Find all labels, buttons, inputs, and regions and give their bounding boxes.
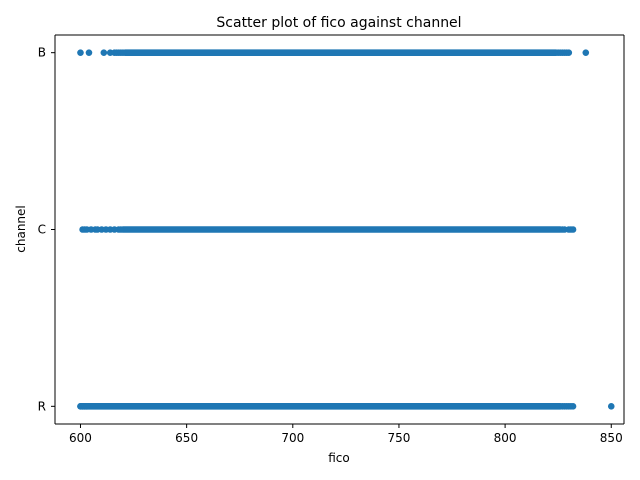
dense-points-band [77,403,564,410]
x-tick-label: 650 [175,431,198,445]
data-point [582,49,590,56]
data-point [565,49,573,56]
data-point [77,49,84,56]
y-tick-label: C [38,223,46,237]
x-axis-label: fico [328,451,350,465]
series-B [77,49,590,56]
data-point [607,403,615,410]
axes-layer [54,34,625,425]
x-tick-label: 750 [387,431,410,445]
series-C [79,226,577,233]
y-axis-label: channel [14,205,28,252]
data-point [119,49,127,56]
data-point [100,49,108,56]
data-point [85,49,93,56]
y-ticks: R C B [38,46,55,413]
data-point [569,403,577,410]
dense-points-band [119,226,564,233]
points-layer [77,49,615,410]
y-tick-label: R [38,399,46,413]
x-tick-label: 800 [494,431,517,445]
data-point [83,403,91,410]
y-tick-label: B [38,46,46,60]
chart-title: Scatter plot of fico against channel [216,15,461,31]
data-point [117,226,125,233]
dense-points-band [121,49,560,56]
data-point [569,226,577,233]
series-R [77,403,615,410]
x-tick-label: 850 [600,431,623,445]
x-tick-label: 600 [69,431,92,445]
x-ticks: 600 650 700 750 800 850 [69,424,623,445]
x-tick-label: 700 [281,431,304,445]
